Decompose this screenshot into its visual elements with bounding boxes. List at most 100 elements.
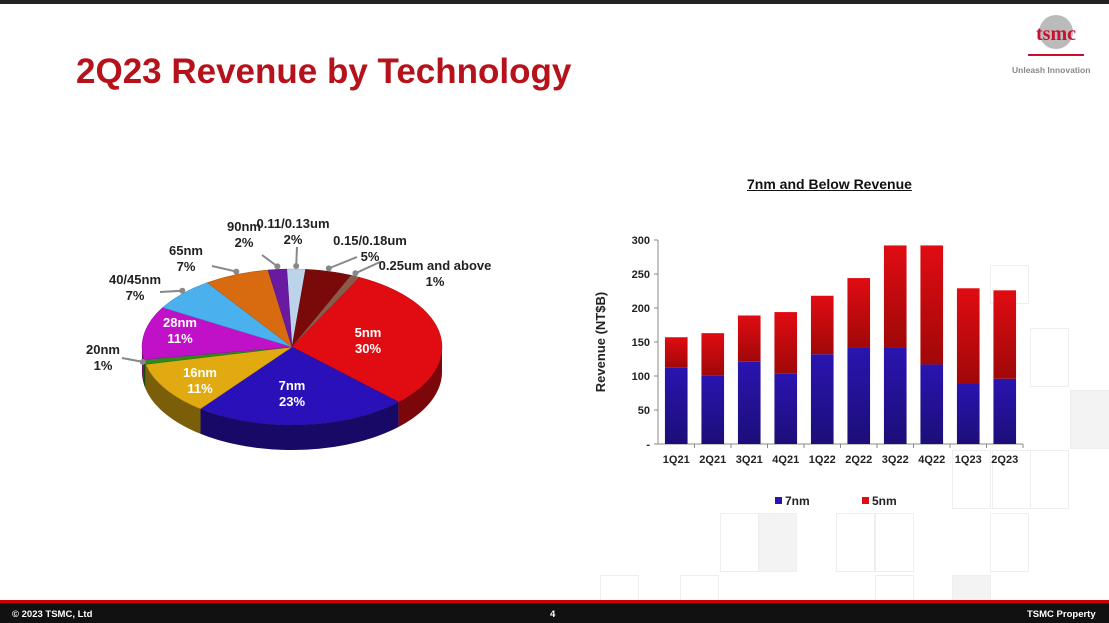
y-tick-label: 150 <box>632 337 650 349</box>
page-number: 4 <box>550 609 556 620</box>
pie-slice-side <box>398 347 442 427</box>
pie-slice-percent: 23% <box>279 394 305 409</box>
pie-slice-label: 0.25um and above <box>379 258 492 273</box>
pie-slice <box>145 346 293 410</box>
pie-slice-label: 65nm <box>169 243 203 258</box>
legend-label-7nm: 7nm <box>785 494 810 508</box>
bar-5nm-3Q22 <box>883 245 907 348</box>
pie-slice-percent: 7% <box>177 259 196 274</box>
bar-5nm-4Q21 <box>774 312 798 374</box>
pie-slice-label: 40/45nm <box>109 272 161 287</box>
pie-slice-label: 20nm <box>86 342 120 357</box>
pie-leader-line <box>295 246 298 267</box>
pie-slice-side <box>142 347 144 385</box>
pie-leader-line <box>121 357 143 363</box>
pie-slice-label: 0.11/0.13um <box>257 216 330 231</box>
pie-leader-line <box>354 261 381 275</box>
legend-label-5nm: 5nm <box>872 494 897 508</box>
pie-slice-percent: 30% <box>355 341 381 356</box>
pie-slice <box>291 277 443 403</box>
bar-7nm-1Q23 <box>956 383 980 444</box>
bar-7nm-2Q21 <box>701 375 725 444</box>
bar-7nm-4Q22 <box>920 364 944 444</box>
bar-7nm-1Q21 <box>664 367 688 444</box>
tagline: Unleash Innovation <box>1012 65 1091 75</box>
x-tick-label: 3Q21 <box>736 454 763 466</box>
footer: © 2023 TSMC, Ltd 4 TSMC Property <box>0 600 1109 623</box>
page-title: 2Q23 Revenue by Technology <box>76 52 572 91</box>
pie-slice-percent: 5% <box>361 249 380 264</box>
x-tick-label: 2Q23 <box>991 454 1018 466</box>
x-tick-label: 4Q21 <box>772 454 799 466</box>
pie-slice-percent: 2% <box>235 235 254 250</box>
legend-swatch-5nm <box>862 497 869 504</box>
pie-leader-dot <box>179 287 186 294</box>
bar-7nm-2Q23 <box>993 378 1017 444</box>
pie-slice-percent: 11% <box>167 331 193 346</box>
y-tick-label: 300 <box>632 235 650 247</box>
pie-slice-percent: 1% <box>94 358 113 373</box>
bar-5nm-1Q23 <box>956 288 980 384</box>
pie-slice-side <box>145 364 201 434</box>
window-top-border <box>0 0 1109 4</box>
pie-slice-label: 28nm <box>163 315 197 330</box>
pie-slice <box>141 307 293 360</box>
y-axis-label: Revenue (NT$B) <box>593 292 608 392</box>
x-tick-label: 1Q23 <box>955 454 982 466</box>
pie-leader-line <box>328 256 358 270</box>
property-label: TSMC Property <box>1027 609 1096 620</box>
pie-leader-dot <box>139 358 146 365</box>
pie-leader-dot <box>325 265 332 272</box>
pie-leader-dot <box>293 263 300 270</box>
bar-7nm-4Q21 <box>774 373 798 444</box>
pie-slice-side <box>200 401 399 450</box>
bar-5nm-1Q21 <box>664 337 688 368</box>
pie-slice-label: 0.15/0.18um <box>333 233 407 248</box>
pie-leader-line <box>261 254 278 268</box>
pie-slice-percent: 1% <box>426 274 445 289</box>
bar-5nm-2Q21 <box>701 333 725 376</box>
bar-5nm-3Q21 <box>737 315 761 362</box>
x-tick-label: 1Q22 <box>809 454 836 466</box>
legend-swatch-7nm <box>775 497 782 504</box>
bar-5nm-4Q22 <box>920 245 944 365</box>
pie-leader-dot <box>233 268 240 275</box>
y-tick-label: 50 <box>638 405 650 417</box>
pie-slice-label: 5nm <box>355 325 382 340</box>
pie-slice <box>199 346 399 426</box>
bar-chart: - 50 100 150 200 250 300 Revenue (NT$B) 1Q21 2Q21… <box>593 235 1024 508</box>
bar-7nm-1Q22 <box>810 354 834 444</box>
bar-5nm-2Q23 <box>993 290 1017 379</box>
svg-text:tsmc: tsmc <box>1036 23 1076 45</box>
y-tick-label: 100 <box>632 371 650 383</box>
bar-7nm-3Q21 <box>737 361 761 444</box>
x-tick-label: 4Q22 <box>918 454 945 466</box>
pie-slice-label: 16nm <box>183 365 217 380</box>
pie-leader-line <box>211 265 237 273</box>
copyright: © 2023 TSMC, Ltd <box>12 609 93 620</box>
pie-leader-dot <box>274 263 281 270</box>
pie-slice-percent: 7% <box>126 288 145 303</box>
tsmc-logo: tsmc <box>1028 15 1084 56</box>
x-tick-label: 2Q21 <box>699 454 726 466</box>
bar-7nm-3Q22 <box>883 347 907 444</box>
pie-slice-percent: 11% <box>187 381 213 396</box>
x-tick-label: 2Q22 <box>845 454 872 466</box>
y-tick-label: - <box>646 439 650 451</box>
pie-slice-side <box>143 359 146 390</box>
pie-slice-percent: 2% <box>284 232 303 247</box>
bar-7nm-2Q22 <box>847 347 871 444</box>
x-tick-label: 3Q22 <box>882 454 909 466</box>
x-tick-label: 1Q21 <box>663 454 690 466</box>
pie-slice <box>267 268 293 348</box>
bar-5nm-1Q22 <box>810 295 834 355</box>
bar-5nm-2Q22 <box>847 278 871 348</box>
pie-slice-label: 7nm <box>279 378 306 393</box>
pie-leader-dot <box>352 270 359 277</box>
pie-leader-line <box>159 289 183 293</box>
bar-chart-title: 7nm and Below Revenue <box>747 176 912 192</box>
pie-slice-label: 90nm <box>227 219 261 234</box>
y-tick-label: 250 <box>632 269 650 281</box>
y-tick-label: 200 <box>632 303 650 315</box>
